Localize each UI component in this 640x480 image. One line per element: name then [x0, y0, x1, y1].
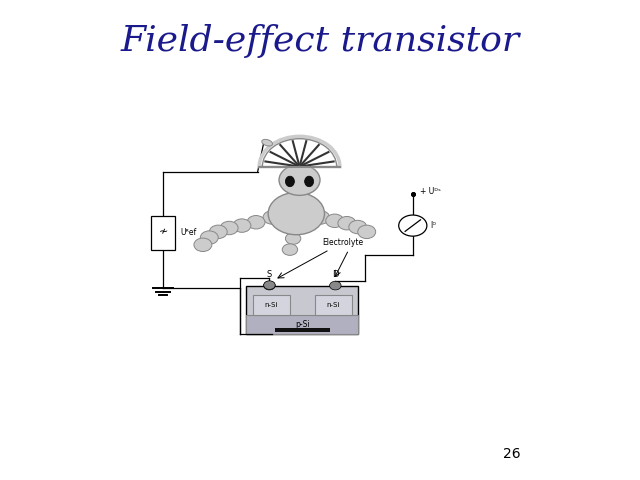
Circle shape [263, 211, 281, 224]
Wedge shape [262, 139, 337, 167]
Circle shape [399, 215, 427, 236]
Circle shape [264, 281, 275, 290]
Text: Electrolyte: Electrolyte [322, 238, 363, 247]
Circle shape [279, 165, 320, 195]
Circle shape [200, 231, 218, 244]
Circle shape [349, 220, 367, 234]
Circle shape [247, 216, 265, 229]
Text: D: D [332, 270, 339, 279]
Circle shape [233, 219, 251, 232]
FancyBboxPatch shape [275, 328, 330, 332]
FancyBboxPatch shape [315, 295, 352, 315]
Circle shape [264, 281, 275, 289]
FancyBboxPatch shape [253, 295, 290, 315]
Ellipse shape [305, 176, 314, 187]
FancyBboxPatch shape [246, 286, 358, 334]
Circle shape [358, 225, 376, 239]
Circle shape [268, 192, 324, 235]
Text: S: S [267, 270, 272, 279]
Text: + Uᴰˢ: + Uᴰˢ [420, 188, 442, 196]
Circle shape [282, 244, 298, 255]
Circle shape [194, 238, 212, 252]
Circle shape [312, 211, 330, 224]
FancyBboxPatch shape [246, 315, 358, 334]
Text: Iᴰ: Iᴰ [431, 221, 436, 230]
Text: 26: 26 [503, 446, 521, 461]
Text: n-Si: n-Si [327, 302, 340, 308]
Text: Field-effect transistor: Field-effect transistor [120, 24, 520, 58]
Circle shape [338, 216, 356, 230]
Text: Uᴿef: Uᴿef [180, 228, 196, 237]
FancyBboxPatch shape [151, 216, 175, 250]
Ellipse shape [262, 139, 273, 146]
Circle shape [209, 225, 227, 239]
Circle shape [220, 221, 238, 235]
Text: ≁: ≁ [159, 227, 168, 237]
Circle shape [326, 214, 344, 228]
Circle shape [330, 281, 341, 290]
Circle shape [285, 233, 301, 244]
Text: p-Si: p-Si [295, 320, 310, 329]
Text: n-Si: n-Si [265, 302, 278, 308]
Ellipse shape [285, 176, 294, 187]
